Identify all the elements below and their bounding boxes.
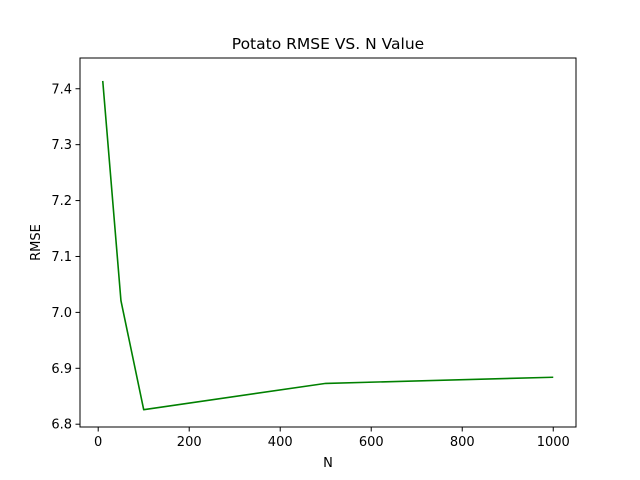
y-tick-label: 6.8 [51, 418, 72, 433]
y-tick-label: 7.4 [51, 82, 72, 97]
x-tick-label: 1000 [537, 435, 570, 450]
y-axis-label: RMSE [29, 224, 44, 261]
plot-area [101, 80, 554, 411]
y-tick-label: 7.3 [51, 138, 72, 153]
x-tick-label: 400 [268, 435, 293, 450]
x-tick-label: 600 [359, 435, 384, 450]
y-tick-label: 6.9 [51, 362, 72, 377]
series-line [101, 80, 554, 411]
y-axis: 6.8 6.9 7.0 7.1 7.2 7.3 7.4 [51, 82, 80, 433]
x-axis: 0 200 400 600 800 1000 [94, 427, 570, 450]
y-tick-label: 7.2 [51, 194, 72, 209]
y-tick-label: 7.1 [51, 250, 72, 265]
x-tick-label: 800 [450, 435, 475, 450]
axes-frame [79, 57, 577, 428]
x-tick-label: 0 [94, 435, 102, 450]
chart-title: Potato RMSE VS. N Value [232, 35, 424, 53]
y-tick-label: 7.0 [51, 306, 72, 321]
x-tick-label: 200 [177, 435, 202, 450]
x-axis-label: N [323, 456, 333, 471]
